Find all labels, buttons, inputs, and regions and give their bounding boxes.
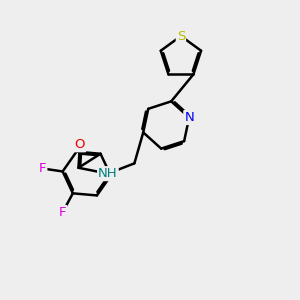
Text: N: N bbox=[184, 111, 194, 124]
Text: F: F bbox=[39, 162, 46, 175]
Text: S: S bbox=[177, 29, 185, 43]
Text: O: O bbox=[75, 138, 85, 151]
Text: F: F bbox=[59, 206, 66, 219]
Text: NH: NH bbox=[98, 167, 118, 180]
